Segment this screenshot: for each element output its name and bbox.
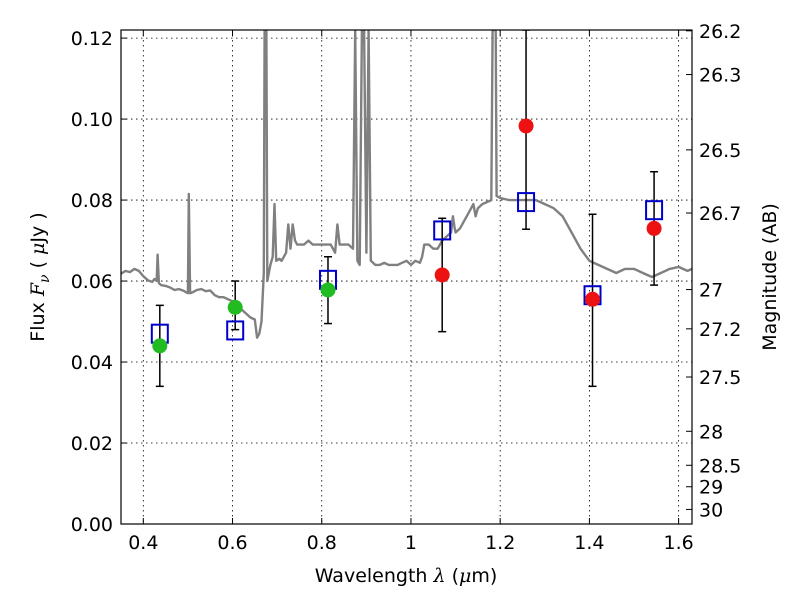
y-tick-label: 0.04 [71,352,113,374]
x-tick-label: 0.6 [217,532,247,554]
magnitude-tick-label: 26.5 [699,140,741,162]
observed-flux-point [434,267,450,283]
y-tick-label: 0.06 [71,271,113,293]
y-tick-label: 0.02 [71,433,113,455]
y-tick-label: 0.10 [71,109,113,131]
data-markers [150,118,664,354]
y-axis-label: Flux Fν ( μJy ) [27,212,53,341]
observed-flux-point [320,282,336,298]
x-tick-label: 1.2 [485,532,515,554]
observed-flux-point [646,220,662,236]
plot-frame [120,29,693,525]
model-photometry-square [433,220,452,241]
magnitude-axis-label: Magnitude (AB) [759,203,781,351]
x-tick-label: 1.4 [574,532,604,554]
y-tick-label: 0.12 [71,28,113,50]
observed-flux-point [227,299,243,315]
magnitude-tick-label: 27.2 [699,319,741,341]
magnitude-tick-label: 27.5 [699,367,741,389]
x-tick-label: 0.8 [307,532,337,554]
axis-ticks: 0.4 0.6 0.8 1 1.2 1.4 1.6 0.00 0.02 0.04 0.06 0.08 0… [71,21,742,554]
y-tick-label: 0.08 [71,190,113,212]
model-spectrum-line [121,30,692,339]
magnitude-tick-label: 30 [699,499,723,521]
x-tick-label: 0.4 [128,532,158,554]
x-axis-label: Wavelength λ (μm) [315,565,498,587]
plot-area [121,30,692,388]
y-tick-label: 0.00 [71,514,113,536]
observed-flux-point [585,291,601,307]
model-photometry-square [517,192,536,213]
x-tick-label: 1 [405,532,417,554]
magnitude-tick-label: 26.7 [699,203,741,225]
observed-flux-point [518,118,534,134]
grid-lines [121,30,692,525]
x-tick-label: 1.6 [664,532,694,554]
model-photometry-square [226,320,245,341]
magnitude-tick-label: 26.3 [699,65,741,87]
magnitude-tick-label: 26.2 [699,21,741,43]
magnitude-tick-label: 29 [699,477,723,499]
model-photometry-square [645,200,664,221]
observed-flux-point [152,338,168,354]
magnitude-tick-label: 28.5 [699,455,741,477]
magnitude-tick-label: 28 [699,421,723,443]
magnitude-tick-label: 27 [699,280,723,302]
